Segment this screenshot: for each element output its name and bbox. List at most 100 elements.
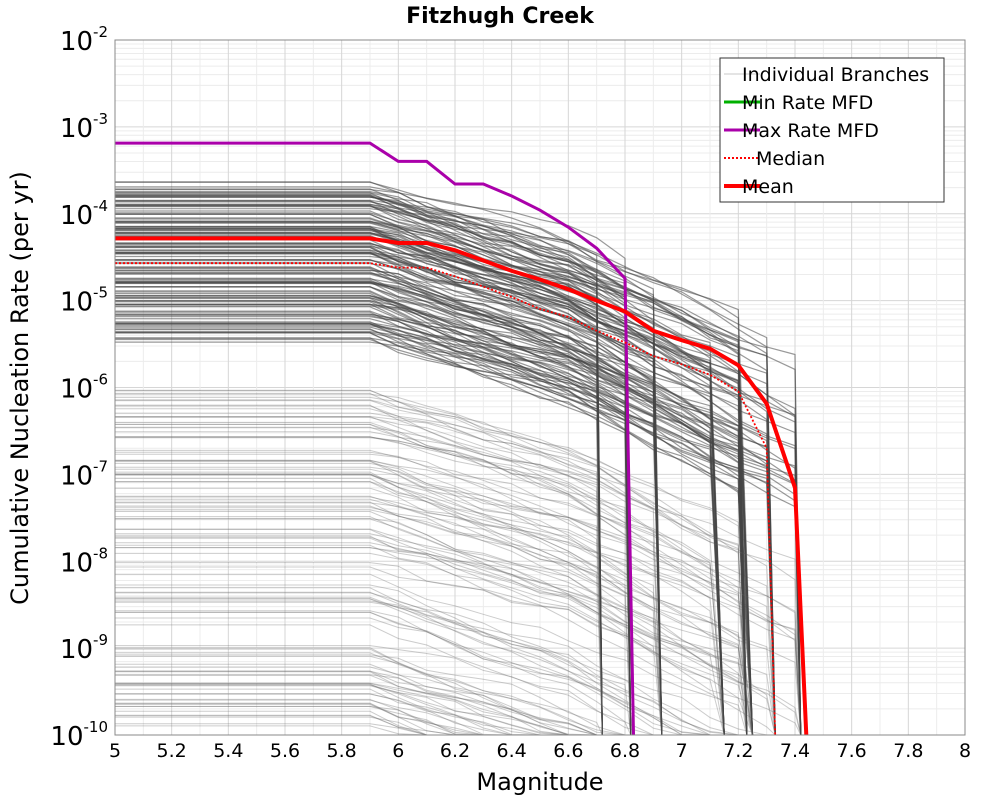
x-tick-label: 6.4 xyxy=(497,740,527,762)
branch-line xyxy=(115,511,725,736)
branch-line xyxy=(115,226,748,736)
branch-line xyxy=(115,529,802,736)
branch-line xyxy=(115,322,748,736)
branch-line xyxy=(115,427,663,736)
branch-line xyxy=(115,313,632,736)
branch-line xyxy=(115,200,754,736)
branch-line xyxy=(115,471,753,736)
branch-line xyxy=(115,536,663,736)
y-tick-label: 10-4 xyxy=(60,197,108,231)
branch-line xyxy=(115,396,753,736)
branch-line xyxy=(115,436,725,736)
branch-line xyxy=(115,303,776,736)
branch-line xyxy=(115,518,753,736)
branch-line xyxy=(115,533,753,736)
branch-line xyxy=(115,243,632,736)
branch-line xyxy=(115,399,632,736)
branch-line xyxy=(115,474,776,736)
series-mean xyxy=(115,236,809,736)
branch-line xyxy=(115,598,747,736)
branch-line xyxy=(115,648,631,736)
branch-line xyxy=(115,547,748,736)
branch-line xyxy=(115,460,725,736)
plot-frame xyxy=(114,39,966,736)
branch-line xyxy=(115,528,802,736)
branch-line xyxy=(115,431,603,736)
branch-line xyxy=(115,181,603,736)
x-tick-label: 7.4 xyxy=(780,740,810,762)
y-tick-label: 10-6 xyxy=(60,371,108,405)
legend-label: Mean xyxy=(742,176,794,198)
branch-line xyxy=(115,227,754,736)
y-tick-label: 10-7 xyxy=(60,457,108,491)
branch-line xyxy=(115,453,663,736)
branch-line xyxy=(115,271,632,736)
branch-line xyxy=(115,392,748,736)
branch-line xyxy=(115,297,802,736)
branch-line xyxy=(115,232,725,736)
y-axis-label: Cumulative Nucleation Rate (per yr) xyxy=(6,171,34,605)
x-tick-label: 5.2 xyxy=(157,740,187,762)
branch-line xyxy=(115,323,632,736)
branch-line xyxy=(115,587,776,736)
x-tick-label: 5.8 xyxy=(327,740,357,762)
branch-line xyxy=(115,451,603,736)
branch-line xyxy=(115,436,632,736)
branch-line xyxy=(115,281,748,736)
branch-line xyxy=(115,204,776,736)
x-tick-label: 7.8 xyxy=(893,740,923,762)
branch-line xyxy=(115,473,663,736)
x-tick-label: 8 xyxy=(959,740,971,762)
branch-line xyxy=(115,393,748,736)
legend-label: Individual Branches xyxy=(742,64,929,86)
branch-line xyxy=(115,509,632,736)
branch-line xyxy=(115,502,603,736)
branch-line xyxy=(115,496,748,736)
branch-line xyxy=(115,584,725,736)
branch-line xyxy=(115,295,632,736)
branch-line xyxy=(115,390,753,736)
legend-label: Min Rate MFD xyxy=(742,92,873,114)
chart-title: Fitzhugh Creek xyxy=(406,4,595,29)
branch-line xyxy=(115,487,753,736)
branch-line xyxy=(115,506,753,736)
series-max-rate-mfd xyxy=(115,141,635,736)
branch-line xyxy=(115,242,632,736)
branch-line xyxy=(115,189,748,736)
branch-line xyxy=(115,547,776,736)
branch-line xyxy=(115,537,776,736)
legend-label: Median xyxy=(756,148,825,170)
branch-line xyxy=(115,518,753,736)
branch-line xyxy=(115,295,754,736)
branch-line xyxy=(115,337,754,736)
branch-line xyxy=(115,331,725,736)
branch-line xyxy=(115,282,748,736)
y-tick-label: 10-8 xyxy=(60,544,108,578)
branch-line xyxy=(115,437,725,736)
y-tick-label: 10-2 xyxy=(60,23,108,57)
x-tick-label: 5 xyxy=(109,740,121,762)
branch-line xyxy=(115,281,725,736)
x-tick-label: 6.6 xyxy=(553,740,583,762)
branch-line xyxy=(115,389,776,736)
x-tick-label: 7.2 xyxy=(723,740,753,762)
x-axis-label: Magnitude xyxy=(476,768,603,796)
branch-line xyxy=(115,251,748,736)
branch-line xyxy=(115,286,663,736)
branch-line xyxy=(115,221,748,736)
branch-line xyxy=(115,501,748,736)
legend-label: Max Rate MFD xyxy=(742,120,879,142)
branch-line xyxy=(115,294,776,736)
branch-line xyxy=(115,498,753,736)
branch-line xyxy=(115,462,725,736)
branch-line xyxy=(115,273,603,736)
branch-line xyxy=(115,227,802,736)
branch-line xyxy=(115,505,663,736)
branch-line xyxy=(115,422,725,736)
branch-line xyxy=(115,196,748,736)
x-axis-ticks: 5 5.2 5.4 5.6 5.8 6 6.2 6.4 6.6 6.8 7 7.2 7.4 7.6 7.8 8 xyxy=(109,740,971,762)
branch-line xyxy=(115,598,725,736)
branch-line xyxy=(115,473,753,736)
branch-line xyxy=(115,468,603,736)
